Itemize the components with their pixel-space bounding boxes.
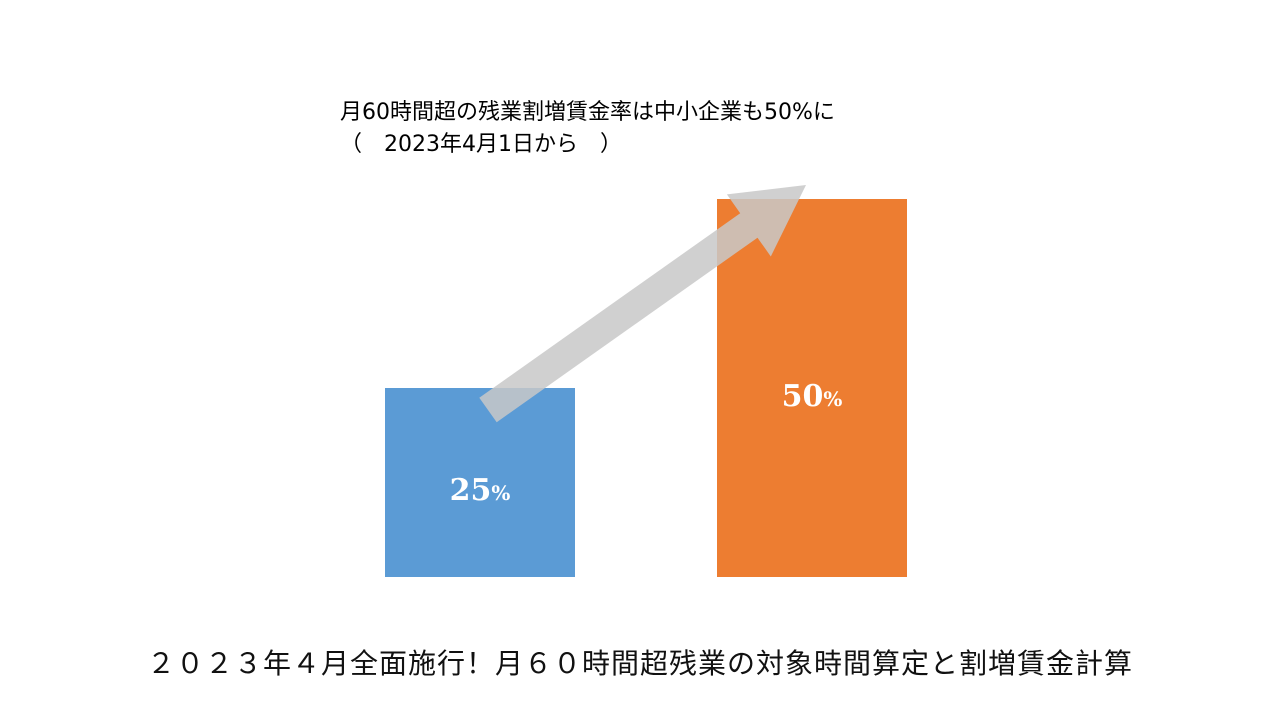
trend-arrow: [479, 185, 806, 423]
data-label-2: 50%: [782, 379, 843, 414]
chart-title-line-1: 月60時間超の残業割増賃金率は中小企業も50%に: [340, 100, 835, 125]
data-label-1: 25%: [450, 473, 511, 508]
bar-2: [717, 199, 907, 577]
chart-title: 月60時間超の残業割増賃金率は中小企業も50%に （ 2023年4月1日から ）: [340, 97, 980, 161]
chart-title-line-2: （ 2023年4月1日から ）: [340, 132, 622, 157]
bar-1: [385, 388, 575, 577]
footer-caption: ２０２３年４月全面施行！月６０時間超残業の対象時間算定と割増賃金計算: [146, 647, 1133, 680]
